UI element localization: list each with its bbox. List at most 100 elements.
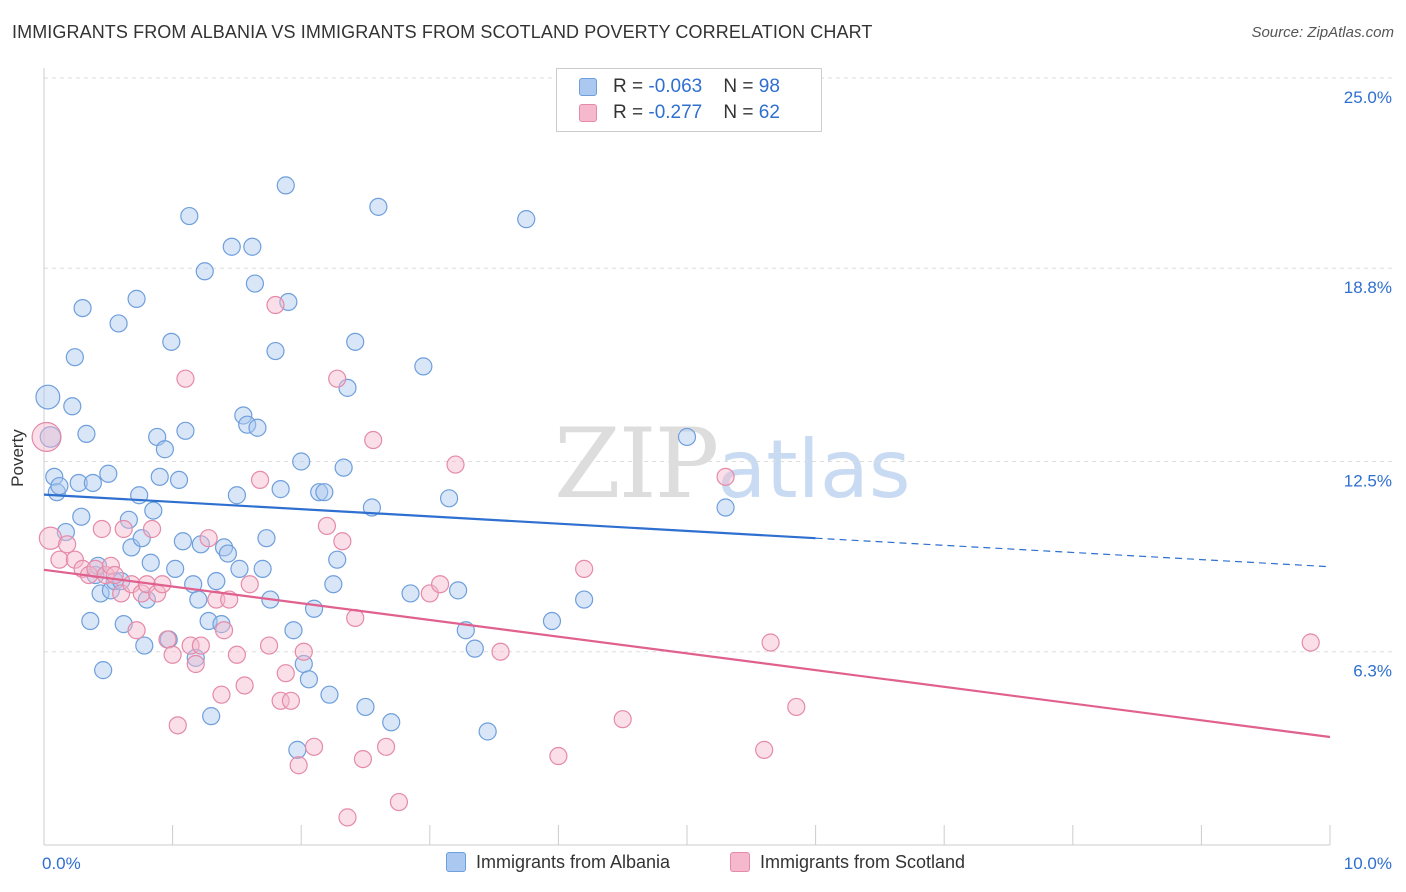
albania-point-92 xyxy=(465,639,484,658)
albania-point-9 xyxy=(72,507,91,526)
albania-point-54 xyxy=(222,237,241,256)
scotland-point-1 xyxy=(38,526,63,550)
scotland-point-12 xyxy=(112,584,131,603)
albania-point-87 xyxy=(401,584,420,603)
scotland-point-31 xyxy=(214,621,234,640)
watermark: ZIPatlas xyxy=(554,408,911,520)
scotland-point-58 xyxy=(549,746,568,766)
scotland-point-33 xyxy=(227,645,246,664)
scotland-point-50 xyxy=(353,749,373,769)
scotland-point-62 xyxy=(755,740,774,759)
albania-r-value: -0.063 xyxy=(648,76,703,97)
albania-n-label: N = xyxy=(723,76,759,97)
scotland-n-label: N = xyxy=(723,102,759,123)
scotland-point-42 xyxy=(289,756,308,775)
albania-n-value: 98 xyxy=(758,76,780,97)
scotland-point-29 xyxy=(207,590,226,609)
legend-scotland-swatch xyxy=(730,852,750,872)
y-tick-label-3: 25.0% xyxy=(1344,88,1392,107)
legend-albania-swatch xyxy=(446,852,466,872)
albania-point-90 xyxy=(448,581,468,600)
albania-point-84 xyxy=(362,498,382,517)
albania-point-97 xyxy=(677,427,697,447)
albania-point-86 xyxy=(382,713,401,732)
albania-point-29 xyxy=(135,636,154,655)
albania-point-67 xyxy=(276,176,295,195)
albania-point-70 xyxy=(288,740,307,759)
legend-scotland-label: Immigrants from Scotland xyxy=(760,852,966,872)
albania-point-37 xyxy=(162,332,181,351)
albania-trend-extension xyxy=(815,537,1331,568)
y-tick-label-2: 18.8% xyxy=(1344,278,1392,297)
scotland-point-0 xyxy=(31,421,62,453)
scotland-point-4 xyxy=(65,550,84,569)
scotland-point-11 xyxy=(105,565,124,585)
albania-point-0 xyxy=(35,384,61,410)
albania-point-10 xyxy=(73,299,92,318)
albania-point-45 xyxy=(189,590,208,609)
albania-point-81 xyxy=(338,378,357,397)
albania-point-71 xyxy=(292,452,311,471)
scotland-point-56 xyxy=(446,455,465,474)
scotland-point-61 xyxy=(716,467,735,486)
source-label: Source: ZipAtlas.com xyxy=(1251,24,1394,41)
albania-point-73 xyxy=(299,670,319,689)
scotland-point-26 xyxy=(186,654,205,674)
albania-point-83 xyxy=(356,697,375,717)
scotland-point-39 xyxy=(271,691,290,710)
legend-item-albania: Immigrants from Albania xyxy=(446,852,670,873)
albania-point-57 xyxy=(234,406,253,425)
scotland-point-48 xyxy=(338,808,357,827)
albania-point-62 xyxy=(253,559,272,578)
scotland-point-53 xyxy=(389,792,409,812)
albania-point-82 xyxy=(346,332,365,351)
albania-point-59 xyxy=(243,237,262,256)
albania-point-50 xyxy=(207,572,226,591)
scotland-point-28 xyxy=(199,529,218,548)
scotland-point-64 xyxy=(787,697,806,717)
scotland-point-13 xyxy=(114,519,133,539)
scotland-point-24 xyxy=(176,369,195,388)
watermark-zip: ZIP xyxy=(554,408,719,520)
albania-trend-line xyxy=(43,493,816,540)
scotland-point-41 xyxy=(281,691,301,710)
albania-point-32 xyxy=(144,501,163,520)
albania-point-49 xyxy=(202,707,221,726)
scotland-point-23 xyxy=(168,716,187,735)
scotland-point-47 xyxy=(333,532,352,551)
albania-point-53 xyxy=(218,544,237,563)
albania-point-74 xyxy=(304,599,324,618)
scotland-point-3 xyxy=(58,535,77,554)
scotland-point-63 xyxy=(761,633,780,652)
scotland-point-37 xyxy=(259,636,279,655)
scotland-trend-line xyxy=(43,568,1331,739)
albania-point-31 xyxy=(141,553,160,572)
scotland-point-15 xyxy=(127,621,146,640)
legend-item-scotland: Immigrants from Scotland xyxy=(730,852,965,873)
albania-point-28 xyxy=(132,529,151,548)
scotland-r-value: -0.277 xyxy=(648,102,703,123)
albania-point-98 xyxy=(716,498,735,517)
albania-point-96 xyxy=(575,590,594,609)
albania-point-78 xyxy=(324,575,343,594)
albania-point-8 xyxy=(69,473,88,493)
albania-point-56 xyxy=(230,559,249,578)
albania-point-61 xyxy=(248,418,267,437)
x-tick-label-1: 10.0% xyxy=(1344,854,1392,873)
albania-point-88 xyxy=(414,357,433,376)
scotland-point-2 xyxy=(50,550,69,569)
albania-point-69 xyxy=(284,621,303,640)
albania-point-63 xyxy=(257,529,276,548)
albania-point-75 xyxy=(310,483,329,502)
scotland-point-54 xyxy=(420,584,439,603)
albania-point-6 xyxy=(63,397,82,416)
scotland-point-45 xyxy=(317,516,337,536)
albania-point-41 xyxy=(176,421,195,440)
scotland-point-35 xyxy=(240,575,259,594)
albania-point-39 xyxy=(169,470,189,490)
scotland-point-38 xyxy=(266,295,285,315)
scotland-point-22 xyxy=(163,645,182,664)
albania-point-42 xyxy=(180,206,199,226)
albania-point-47 xyxy=(195,262,214,281)
